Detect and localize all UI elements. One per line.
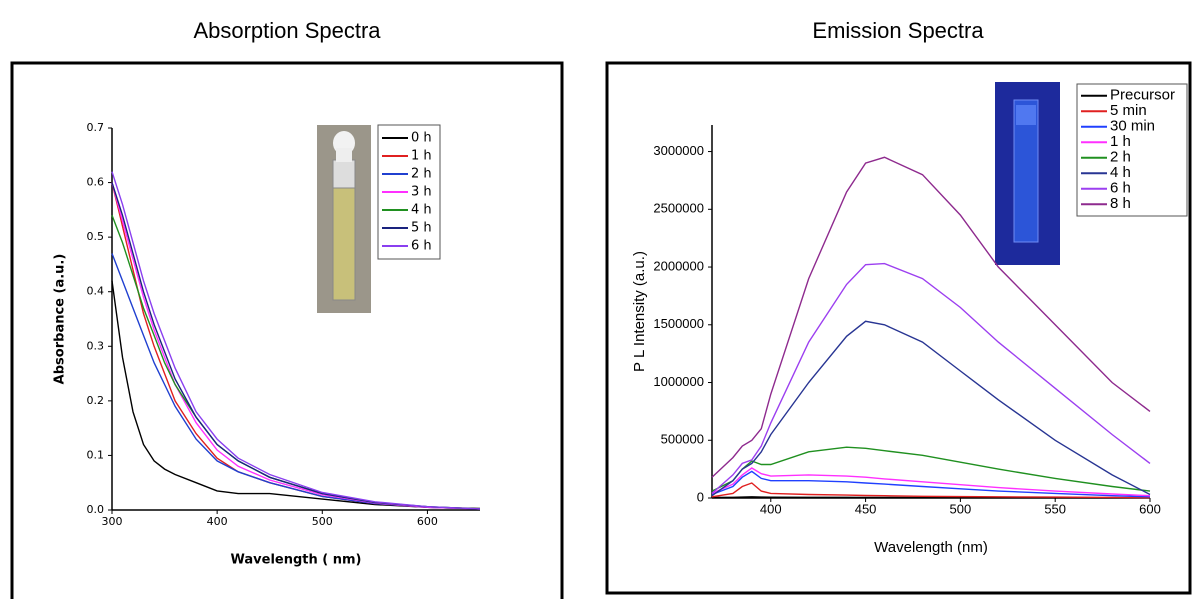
- line: [711, 482, 1151, 499]
- chart-title: Absorption Spectra: [193, 18, 381, 43]
- y-tick-label: 3000000: [653, 143, 704, 158]
- y-axis-label: P L Intensity (a.u.): [631, 251, 648, 372]
- legend-label: 4 h: [1110, 164, 1131, 181]
- legend-label: 0 h: [411, 131, 432, 146]
- line: [711, 446, 1151, 492]
- y-tick-label: 500000: [661, 432, 704, 447]
- line: [711, 320, 1151, 497]
- legend-label: 1 h: [411, 149, 432, 164]
- y-tick-label: 0.2: [87, 394, 105, 407]
- y-tick-label: 0.6: [87, 176, 105, 189]
- x-tick-label: 300: [102, 515, 123, 528]
- line: [711, 156, 1151, 478]
- y-tick-label: 0.5: [87, 230, 105, 243]
- legend-label: 5 h: [411, 221, 432, 236]
- x-tick-label: 400: [207, 515, 228, 528]
- x-tick-label: 600: [417, 515, 438, 528]
- legend-label: 3 h: [411, 185, 432, 200]
- y-tick-label: 0: [697, 489, 704, 504]
- x-tick-label: 550: [1044, 501, 1066, 516]
- line: [111, 253, 481, 510]
- x-tick-label: 600: [1139, 501, 1161, 516]
- x-axis-label: Wavelength ( nm): [231, 553, 362, 568]
- y-tick-label: 0.7: [87, 121, 105, 134]
- y-tick-label: 1500000: [653, 316, 704, 331]
- legend-label: 4 h: [411, 203, 432, 218]
- x-tick-label: 450: [855, 501, 877, 516]
- legend-label: Precursor: [1110, 87, 1175, 104]
- y-tick-label: 0.4: [87, 285, 105, 298]
- legend-label: 6 h: [1110, 180, 1131, 197]
- y-tick-label: 0.3: [87, 339, 105, 352]
- y-tick-label: 1000000: [653, 374, 704, 389]
- legend-label: 2 h: [411, 167, 432, 182]
- legend-label: 6 h: [411, 239, 432, 254]
- line: [711, 467, 1151, 497]
- x-tick-label: 500: [950, 501, 972, 516]
- frame: [10, 61, 564, 604]
- frame: [605, 61, 1192, 595]
- line: [111, 182, 481, 510]
- y-tick-label: 0.0: [87, 503, 105, 516]
- legend-label: 2 h: [1110, 149, 1131, 166]
- legend-label: 30 min: [1110, 118, 1155, 135]
- cuvette-photo: [317, 125, 371, 313]
- y-axis-label: Absorbance (a.u.): [53, 254, 68, 385]
- line: [711, 262, 1151, 494]
- line: [711, 470, 1151, 498]
- chart-title: Emission Spectra: [812, 18, 984, 43]
- cuvette-photo: [995, 82, 1060, 265]
- y-tick-label: 2000000: [653, 258, 704, 273]
- legend-box: [1076, 83, 1188, 217]
- legend-label: 8 h: [1110, 195, 1131, 212]
- x-tick-label: 500: [312, 515, 333, 528]
- x-tick-label: 400: [760, 501, 782, 516]
- line: [111, 280, 481, 510]
- legend-label: 1 h: [1110, 133, 1131, 150]
- legend-label: 5 min: [1110, 102, 1147, 119]
- x-axis-label: Wavelength (nm): [874, 539, 988, 556]
- y-tick-label: 2500000: [653, 201, 704, 216]
- y-tick-label: 0.1: [87, 448, 105, 461]
- line: [111, 171, 481, 510]
